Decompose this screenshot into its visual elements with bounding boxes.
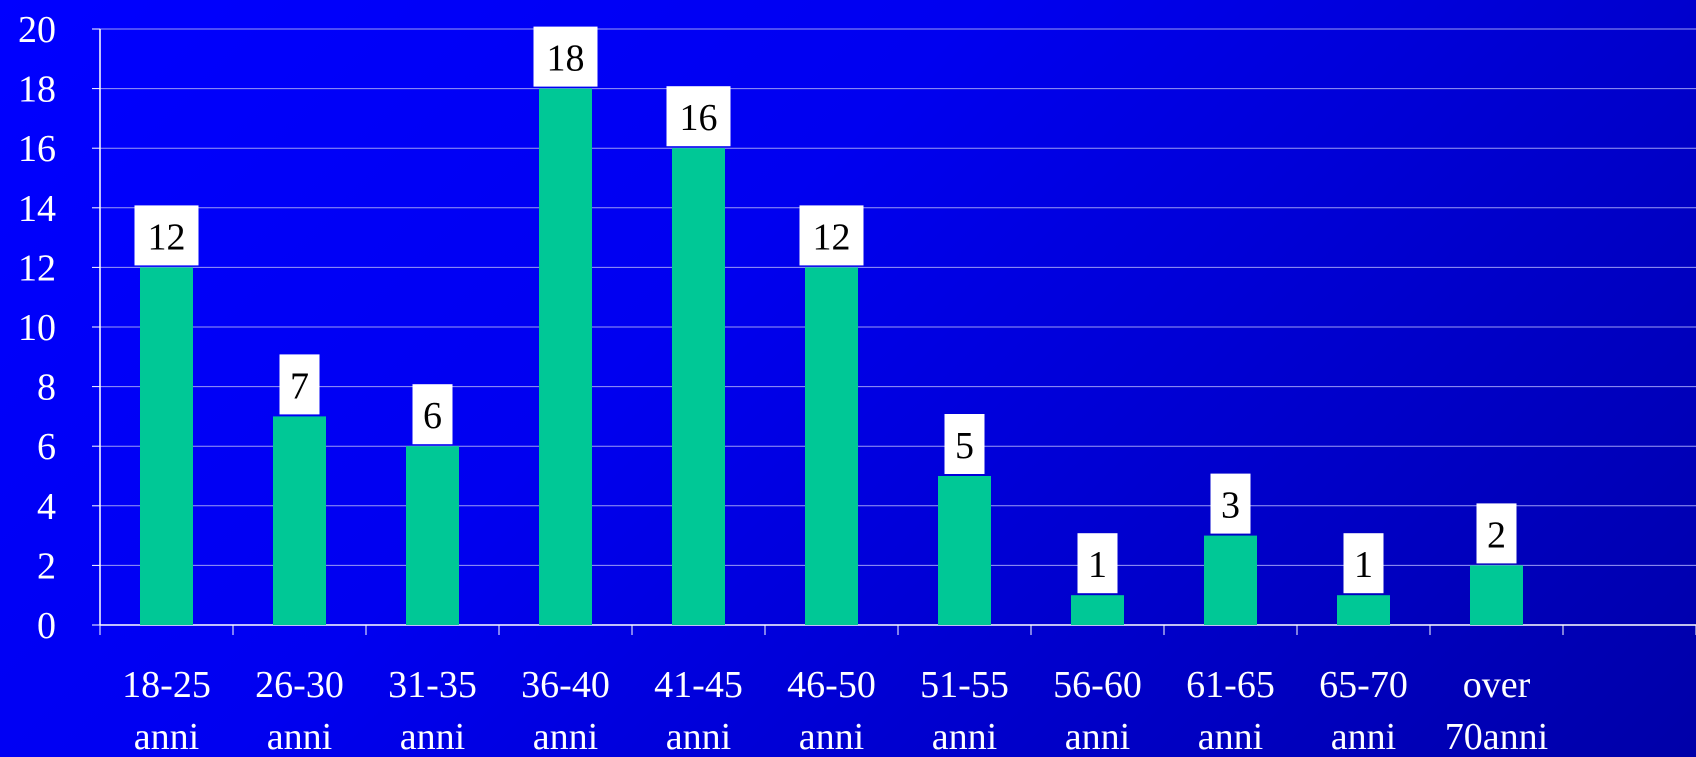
data-label-box xyxy=(279,354,320,415)
x-category-label-line: anni xyxy=(666,716,731,757)
x-category-label-line: anni xyxy=(1198,716,1263,757)
data-label: 1 xyxy=(1077,533,1118,594)
data-label-text: 3 xyxy=(1221,485,1240,527)
y-tick-label: 18 xyxy=(18,69,56,111)
data-label-text: 7 xyxy=(290,365,309,407)
x-category-label-line: anni xyxy=(533,716,598,757)
bar xyxy=(539,88,592,626)
data-label: 3 xyxy=(1210,473,1251,534)
y-tick-label: 16 xyxy=(18,128,56,170)
x-category-label-line: anni xyxy=(134,716,199,757)
data-label: 2 xyxy=(1476,503,1517,564)
data-label: 6 xyxy=(412,384,453,445)
data-label-text: 5 xyxy=(955,425,974,467)
bar xyxy=(1337,595,1390,625)
data-label: 18 xyxy=(533,26,598,87)
data-label: 7 xyxy=(279,354,320,415)
x-category-label-line: 46-50 xyxy=(787,664,876,706)
bar xyxy=(1470,565,1523,625)
data-label-text: 12 xyxy=(148,216,186,258)
x-category-label-line: 18-25 xyxy=(122,664,211,706)
data-label: 1 xyxy=(1343,533,1384,594)
axes xyxy=(92,28,1696,635)
bar xyxy=(140,267,193,625)
x-category-label: 56-60 anni xyxy=(1053,664,1142,757)
x-category-label-line: 41-45 xyxy=(654,664,743,706)
y-tick-label: 12 xyxy=(18,247,56,289)
x-category-label: 61-65 anni xyxy=(1186,664,1275,757)
data-label-box xyxy=(799,205,864,266)
bar xyxy=(1204,535,1257,625)
bar xyxy=(273,416,326,625)
x-category-label: 18-25 anni xyxy=(122,664,211,757)
x-category-label-line: anni xyxy=(1331,716,1396,757)
x-category-label-line: 56-60 xyxy=(1053,664,1142,706)
data-label-box xyxy=(944,414,985,474)
bar xyxy=(938,476,991,625)
bar xyxy=(805,267,858,625)
data-label-text: 2 xyxy=(1487,514,1506,556)
x-category-label-line: 36-40 xyxy=(521,664,610,706)
x-category-label: 41-45 anni xyxy=(654,664,743,757)
data-label-box xyxy=(1210,473,1251,534)
x-category-label-line: anni xyxy=(267,716,332,757)
x-category-label-line: anni xyxy=(932,716,997,757)
data-label-box xyxy=(134,205,199,266)
x-category-label: 46-50 anni xyxy=(787,664,876,757)
data-label: 12 xyxy=(799,205,864,266)
y-tick-label: 6 xyxy=(37,426,56,468)
x-category-label-line: 70anni xyxy=(1445,716,1548,757)
y-tick-label: 0 xyxy=(37,605,56,647)
x-category-label-line: 26-30 xyxy=(255,664,344,706)
data-label-text: 12 xyxy=(813,216,851,258)
bar xyxy=(1071,595,1124,625)
data-label-text: 16 xyxy=(680,97,718,139)
data-label: 5 xyxy=(944,414,985,474)
data-label-box xyxy=(1077,533,1118,594)
x-category-label: 51-55 anni xyxy=(920,664,1009,757)
data-label-box xyxy=(1476,503,1517,564)
x-category-label-line: 61-65 xyxy=(1186,664,1275,706)
x-category-label: 26-30 anni xyxy=(255,664,344,757)
data-label-text: 1 xyxy=(1088,544,1107,586)
data-label-box xyxy=(412,384,453,445)
data-label-text: 6 xyxy=(423,395,442,437)
bar xyxy=(672,148,725,625)
data-label-box xyxy=(1343,533,1384,594)
bar xyxy=(406,446,459,625)
data-label-text: 1 xyxy=(1354,544,1373,586)
y-tick-label: 4 xyxy=(37,486,56,528)
data-label-text: 18 xyxy=(547,38,585,80)
y-tick-label: 2 xyxy=(37,545,56,587)
x-category-label-line: anni xyxy=(400,716,465,757)
x-category-label-line: 65-70 xyxy=(1319,664,1408,706)
x-category-label-line: anni xyxy=(1065,716,1130,757)
x-category-label-line: 31-35 xyxy=(388,664,477,706)
y-tick-label: 10 xyxy=(18,307,56,349)
x-category-label: 36-40 anni xyxy=(521,664,610,757)
bars xyxy=(140,88,1523,626)
x-category-label: over 70anni xyxy=(1445,664,1548,757)
x-category-label: 31-35 anni xyxy=(388,664,477,757)
x-category-label-line: 51-55 xyxy=(920,664,1009,706)
data-label-box xyxy=(533,26,598,87)
y-tick-label: 8 xyxy=(37,367,56,409)
x-category-label-line: anni xyxy=(799,716,864,757)
gridlines xyxy=(100,28,1696,566)
x-category-label: 65-70 anni xyxy=(1319,664,1408,757)
y-tick-label: 20 xyxy=(18,9,56,51)
x-axis-category-labels: 18-25anni26-30anni31-35anni36-40anni41-4… xyxy=(122,664,1548,757)
y-axis-tick-labels: 0 2 4 6 8 10 12 14 16 18 20 xyxy=(18,9,56,647)
y-tick-label: 14 xyxy=(18,188,56,230)
data-label: 16 xyxy=(666,86,731,147)
x-category-label-line: over xyxy=(1463,664,1531,706)
data-label: 12 xyxy=(134,205,199,266)
data-label-box xyxy=(666,86,731,147)
